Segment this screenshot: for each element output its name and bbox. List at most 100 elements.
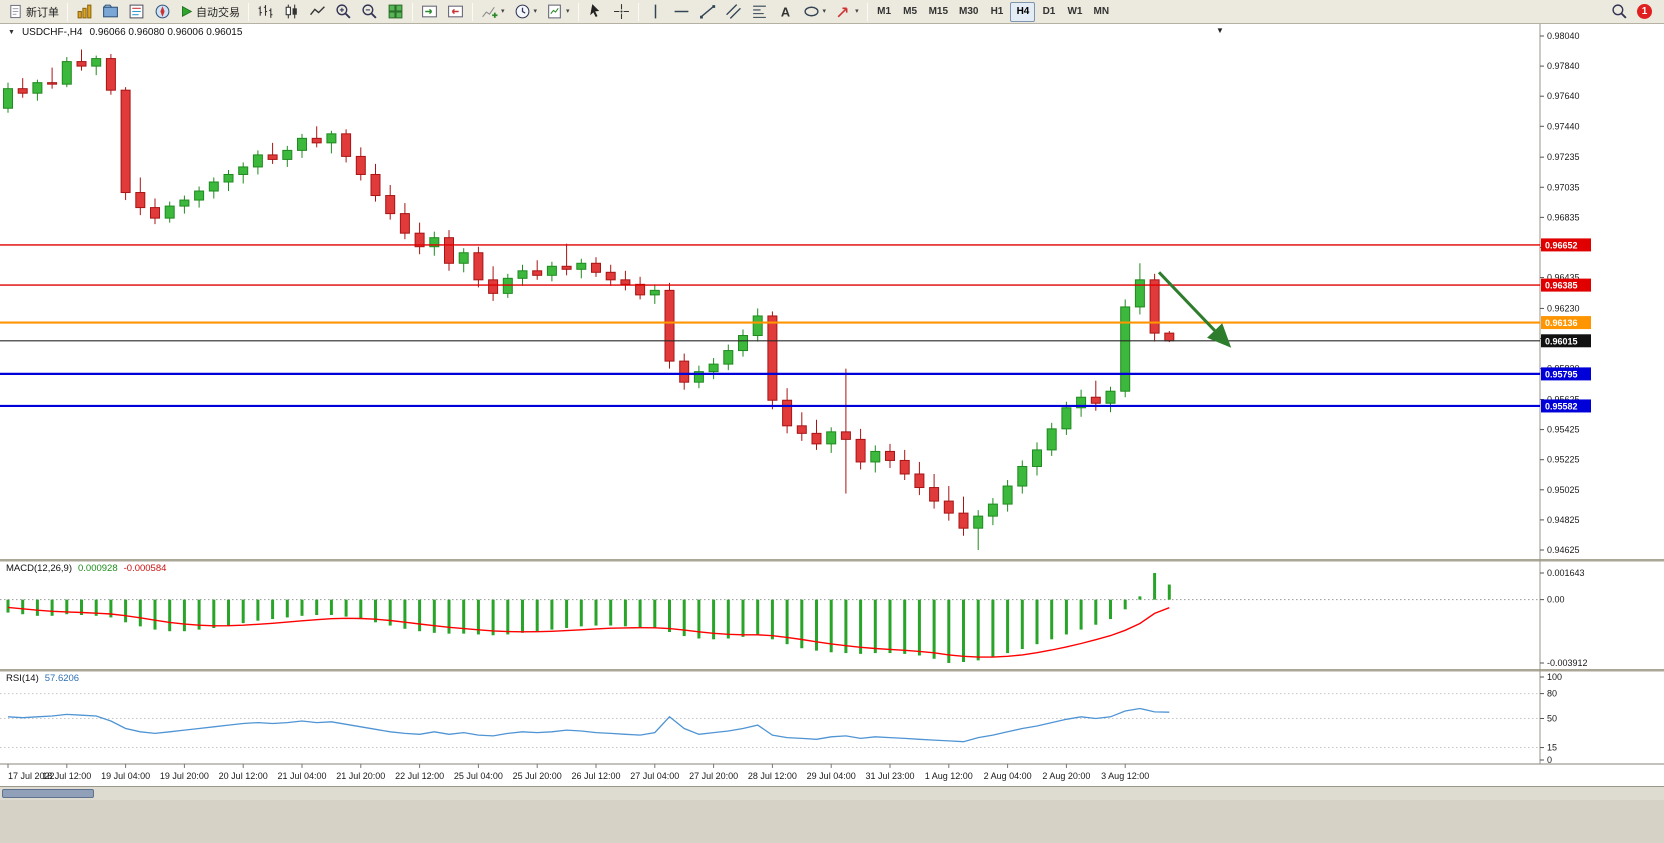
chart-canvas[interactable]: 0.98040 0.97840 0.97640 0.97440 0.97235 0.970…	[0, 24, 1664, 786]
trend-arrow-object	[1157, 271, 1232, 348]
crosshair-button[interactable]	[609, 1, 634, 23]
new-order-button[interactable]: 新订单	[4, 1, 63, 23]
svg-text:21 Jul 04:00: 21 Jul 04:00	[277, 771, 326, 781]
auto-scroll-icon	[422, 5, 437, 18]
separator	[248, 2, 249, 21]
shapes-button[interactable]: ▾	[799, 1, 831, 23]
candlestick-series	[3, 49, 1175, 550]
profiles-button[interactable]	[98, 1, 123, 23]
svg-text:0.95795: 0.95795	[1545, 369, 1578, 379]
timeframe-m1-button[interactable]: M1	[872, 2, 897, 22]
price-label-box	[1541, 334, 1591, 348]
svg-text:3 Aug 12:00: 3 Aug 12:00	[1101, 771, 1149, 781]
svg-text:0.94625: 0.94625	[1547, 545, 1580, 555]
svg-text:0.98040: 0.98040	[1547, 31, 1580, 41]
toolbar: 新订单 自动交易	[0, 0, 1664, 24]
svg-text:0.96652: 0.96652	[1545, 240, 1578, 250]
horizontal-line-button[interactable]	[669, 1, 694, 23]
timeframe-h1-button[interactable]: H1	[984, 2, 1009, 22]
svg-text:80: 80	[1547, 689, 1557, 699]
chart-shift-marker-icon[interactable]: ▼	[1216, 26, 1224, 35]
chart-title: ▼ USDCHF-,H4 0.96066 0.96080 0.96006 0.9…	[8, 27, 242, 38]
price-label-box	[1541, 367, 1591, 381]
timeframe-mn-button[interactable]: MN	[1088, 2, 1114, 22]
search-button[interactable]	[1607, 1, 1632, 23]
svg-text:0.001643: 0.001643	[1547, 568, 1585, 578]
indicators-button[interactable]: ▾	[477, 1, 509, 23]
tile-windows-button[interactable]	[383, 1, 408, 23]
timeframe-m30-button[interactable]: M30	[954, 2, 983, 22]
arrows-icon	[837, 7, 848, 18]
svg-text:2 Aug 04:00: 2 Aug 04:00	[984, 771, 1032, 781]
svg-text:-0.003912: -0.003912	[1547, 658, 1588, 668]
svg-text:22 Jul 12:00: 22 Jul 12:00	[395, 771, 444, 781]
trendline-button[interactable]	[695, 1, 720, 23]
text-tool-icon: A	[780, 4, 789, 19]
navigator-button[interactable]	[150, 1, 175, 23]
new-order-icon	[10, 4, 21, 19]
auto-trading-button[interactable]: 自动交易	[176, 1, 244, 23]
svg-text:0.97035: 0.97035	[1547, 182, 1580, 192]
macd-main-value: 0.000928	[78, 563, 118, 574]
text-tool-button[interactable]: A	[773, 1, 798, 23]
svg-text:0.96230: 0.96230	[1547, 303, 1580, 313]
templates-button[interactable]: ▾	[542, 1, 574, 23]
tile-windows-icon	[388, 4, 403, 19]
periods-button[interactable]: ▾	[510, 1, 542, 23]
macd-signal-line	[7, 606, 1170, 658]
bars-chart-button[interactable]	[253, 1, 278, 23]
horizontal-scrollbar[interactable]	[0, 786, 1664, 800]
svg-text:0.94825: 0.94825	[1547, 515, 1580, 525]
channel-button[interactable]	[721, 1, 746, 23]
chart-dropdown-icon[interactable]: ▼	[8, 29, 15, 36]
svg-text:18 Jul 12:00: 18 Jul 12:00	[42, 771, 91, 781]
svg-text:19 Jul 04:00: 19 Jul 04:00	[101, 771, 150, 781]
svg-text:A: A	[780, 4, 789, 19]
auto-trading-icon	[182, 5, 193, 18]
line-chart-button[interactable]	[305, 1, 330, 23]
candlestick-chart-button[interactable]	[279, 1, 304, 23]
zoom-in-button[interactable]	[331, 1, 356, 23]
svg-text:28 Jul 12:00: 28 Jul 12:00	[748, 771, 797, 781]
vertical-line-icon	[654, 4, 656, 19]
chart-objects[interactable]: 0.96652 0.96385 0.96136 0.96015 0.95795 0.955…	[0, 238, 1591, 413]
vertical-line-button[interactable]	[643, 1, 668, 23]
timeframe-m5-button[interactable]: M5	[898, 2, 923, 22]
chevron-down-icon: ▾	[501, 8, 505, 15]
zoom-out-icon	[362, 4, 377, 19]
chart-shift-button[interactable]	[443, 1, 468, 23]
timeframe-h4-button[interactable]: H4	[1010, 1, 1036, 22]
scrollbar-thumb[interactable]	[2, 789, 94, 798]
timeframe-m15-button[interactable]: M15	[924, 2, 953, 22]
svg-text:0.96136: 0.96136	[1545, 318, 1578, 328]
svg-text:0.00: 0.00	[1547, 595, 1565, 605]
svg-text:0.95225: 0.95225	[1547, 455, 1580, 465]
templates-icon	[548, 4, 561, 19]
zoom-out-button[interactable]	[357, 1, 382, 23]
rsi-name: RSI(14)	[6, 673, 39, 684]
separator	[866, 2, 868, 21]
timeframe-w1-button[interactable]: W1	[1062, 2, 1087, 22]
svg-text:25 Jul 04:00: 25 Jul 04:00	[454, 771, 503, 781]
svg-text:21 Jul 20:00: 21 Jul 20:00	[336, 771, 385, 781]
indicator-series	[6, 573, 1171, 743]
cursor-button[interactable]	[583, 1, 608, 23]
new-chart-button[interactable]	[72, 1, 97, 23]
chevron-down-icon: ▾	[822, 8, 827, 15]
notification-badge[interactable]: 1	[1637, 4, 1652, 19]
arrows-tool-button[interactable]: ▾	[831, 1, 863, 23]
fibonacci-button[interactable]	[747, 1, 772, 23]
bars-chart-icon	[258, 5, 273, 18]
auto-scroll-button[interactable]	[417, 1, 442, 23]
shapes-icon	[803, 6, 819, 17]
price-label-box	[1541, 278, 1591, 292]
svg-text:50: 50	[1547, 714, 1557, 724]
new-order-label: 新订单	[26, 6, 59, 19]
svg-text:0.95025: 0.95025	[1547, 485, 1580, 495]
market-watch-button[interactable]	[124, 1, 149, 23]
chevron-down-icon: ▾	[533, 8, 538, 15]
svg-text:0.97640: 0.97640	[1547, 91, 1580, 101]
svg-text:17 Jul 2022: 17 Jul 2022	[8, 771, 55, 781]
search-icon	[1612, 4, 1627, 19]
timeframe-d1-button[interactable]: D1	[1036, 2, 1061, 22]
